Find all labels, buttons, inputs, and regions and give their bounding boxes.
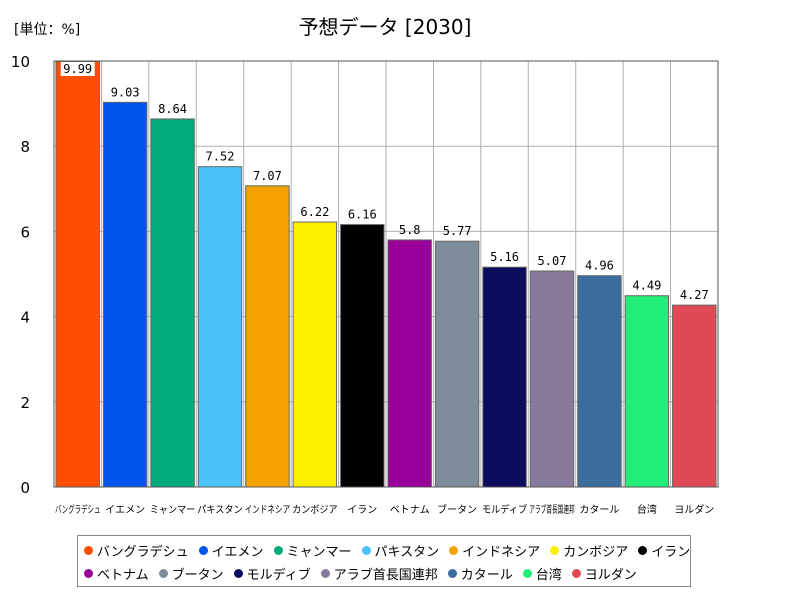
bar xyxy=(529,270,575,488)
bar xyxy=(340,224,385,488)
legend-label: カタール xyxy=(460,568,513,583)
x-tick-label: イラン xyxy=(347,504,377,516)
data-label: 4.96 xyxy=(585,259,614,273)
data-label: 5.07 xyxy=(538,254,567,268)
legend-marker-icon xyxy=(361,546,371,555)
x-tick-label: バングラデシュ xyxy=(55,503,100,516)
bar xyxy=(292,221,338,488)
y-tick-label: 2 xyxy=(20,394,30,412)
x-tick-label: 台湾 xyxy=(637,503,657,516)
x-tick-label: ミャンマー xyxy=(150,505,195,516)
data-label: 4.27 xyxy=(680,288,709,302)
legend-label: インドネシア xyxy=(462,545,541,560)
data-label: 7.52 xyxy=(206,150,235,164)
y-tick-label: 4 xyxy=(20,309,30,327)
data-label: 8.64 xyxy=(158,102,187,116)
data-label-background xyxy=(60,62,95,76)
legend-item: モルディブ xyxy=(233,564,311,583)
legend-label: ヨルダン xyxy=(584,568,637,583)
legend-item: バングラデシュ xyxy=(84,541,189,560)
legend-item: カタール xyxy=(447,564,513,583)
legend-label: アラブ首長国連邦 xyxy=(333,568,438,583)
legend-marker-icon xyxy=(550,546,560,555)
x-tick-label: ブータン xyxy=(437,503,477,516)
legend-label: パキスタン xyxy=(374,545,440,560)
bar xyxy=(102,101,148,488)
legend-label: ミャンマー xyxy=(286,545,352,560)
data-label: 6.16 xyxy=(348,208,377,222)
data-label: 6.22 xyxy=(300,205,329,219)
data-label: 5.16 xyxy=(490,250,519,264)
data-label: 5.77 xyxy=(443,224,472,238)
legend-label: 台湾 xyxy=(535,568,562,583)
legend-label: イエメン xyxy=(211,545,264,560)
data-label: 5.8 xyxy=(399,223,421,237)
chart-title: 予想データ [2030] xyxy=(299,15,472,39)
bar xyxy=(387,239,432,488)
x-tick-label: イエメン xyxy=(105,505,145,516)
legend-marker-icon xyxy=(522,569,532,578)
legend-label: ベトナム xyxy=(97,568,149,583)
legend-marker-icon xyxy=(84,546,93,555)
bar xyxy=(482,266,527,488)
x-tick-label: モルディブ xyxy=(482,503,527,516)
legend-label: バングラデシュ xyxy=(97,545,189,560)
legend-label: ブータン xyxy=(171,568,224,583)
legend-label: モルディブ xyxy=(246,568,311,583)
y-tick-label: 10 xyxy=(11,53,30,71)
x-tick-label: ベトナム xyxy=(390,504,430,516)
x-tick-label: ヨルダン xyxy=(674,503,714,516)
legend: バングラデシュ イエメン ミャンマー パキスタン インドネシア カンボジア イラン ベトナム… xyxy=(77,535,691,587)
x-tick-label: インドネシア xyxy=(245,504,290,516)
legend-item: ミャンマー xyxy=(273,541,352,560)
legend-marker-icon xyxy=(320,569,330,578)
data-label: 9.99 xyxy=(63,62,92,76)
bar xyxy=(245,185,290,488)
legend-marker-icon xyxy=(273,546,283,555)
bar xyxy=(577,275,622,488)
y-tick-label: 0 xyxy=(20,479,30,497)
legend-marker-icon xyxy=(638,546,648,555)
legend-item: パキスタン xyxy=(361,541,440,560)
legend-marker-icon xyxy=(198,546,208,555)
legend-label: カンボジア xyxy=(563,545,629,560)
x-tick-label: カンボジア xyxy=(292,504,337,516)
plot-border xyxy=(53,60,719,488)
legend-marker-icon xyxy=(447,569,457,578)
bar xyxy=(197,166,243,488)
x-tick-label: アラブ首長国連邦 xyxy=(529,503,574,516)
legend-item: ヨルダン xyxy=(571,564,637,583)
legend-marker-icon xyxy=(84,569,93,578)
legend-item: イエメン xyxy=(198,541,264,560)
legend-item: カンボジア xyxy=(550,541,628,560)
y-tick-label: 6 xyxy=(20,223,30,241)
data-label: 9.03 xyxy=(111,85,140,99)
legend-item: インドネシア xyxy=(449,541,540,560)
bar xyxy=(672,304,717,488)
legend-label: イラン xyxy=(651,545,691,560)
legend-item: ブータン xyxy=(158,564,224,583)
bar xyxy=(150,118,195,488)
y-tick-label: 8 xyxy=(20,138,30,156)
bar xyxy=(624,295,670,488)
bar xyxy=(434,240,480,488)
legend-marker-icon xyxy=(449,546,459,555)
x-tick-label: パキスタン xyxy=(197,504,242,516)
legend-marker-icon xyxy=(158,569,168,578)
legend-item: イラン xyxy=(638,541,690,560)
legend-item: 台湾 xyxy=(522,564,562,583)
legend-item: ベトナム xyxy=(84,564,149,583)
legend-item: アラブ首長国連邦 xyxy=(320,564,438,583)
unit-label: [単位：%] xyxy=(14,22,80,38)
data-label: 4.49 xyxy=(632,279,661,293)
data-label: 7.07 xyxy=(253,169,282,183)
legend-marker-icon xyxy=(571,569,581,578)
x-tick-label: カタール xyxy=(579,504,619,516)
bar xyxy=(55,60,100,488)
legend-marker-icon xyxy=(233,569,243,578)
